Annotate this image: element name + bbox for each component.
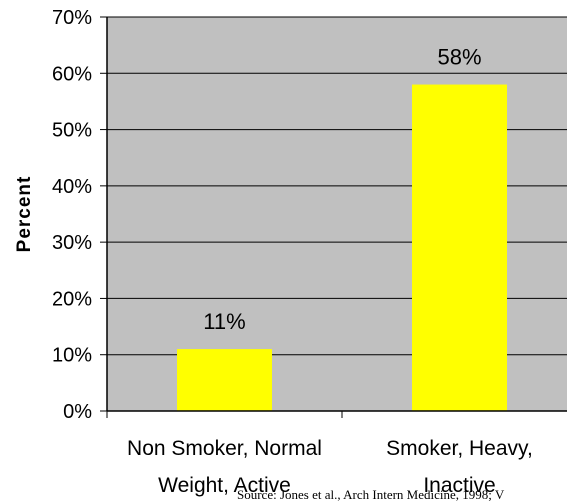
data-label-0: 11%: [203, 309, 245, 334]
category-label-0-line-1: Weight, Active: [158, 474, 291, 497]
source-note: Source: Jones et al., Arch Intern Medici…: [237, 487, 505, 501]
category-label-0-line-0: Non Smoker, Normal: [127, 437, 322, 460]
y-tick-label-20: 20%: [52, 288, 92, 310]
category-label-1-line-1: Inactive: [423, 474, 495, 497]
bar-0: [177, 349, 272, 411]
data-labels: 11% 58%: [203, 45, 481, 335]
y-tick-label-40: 40%: [52, 176, 92, 198]
bar-1: [412, 84, 507, 412]
y-tick-label-0: 0%: [63, 401, 92, 423]
y-tick-label-60: 60%: [52, 63, 92, 85]
y-tick-label-10: 10%: [52, 345, 92, 367]
category-labels: Non Smoker, Normal Weight, Active Smoker, …: [127, 437, 533, 497]
bars: [177, 84, 507, 412]
data-label-1: 58%: [437, 45, 481, 70]
category-label-1-line-0: Smoker, Heavy,: [386, 437, 533, 460]
axes: [106, 17, 567, 418]
y-tick-label-70: 70%: [52, 7, 92, 29]
y-tick-label-30: 30%: [52, 232, 92, 254]
y-tick-label-50: 50%: [52, 120, 92, 142]
y-tick-labels: 0% 10% 20% 30% 40% 50% 60% 70%: [52, 7, 107, 423]
y-axis-label: Percent: [14, 176, 35, 253]
